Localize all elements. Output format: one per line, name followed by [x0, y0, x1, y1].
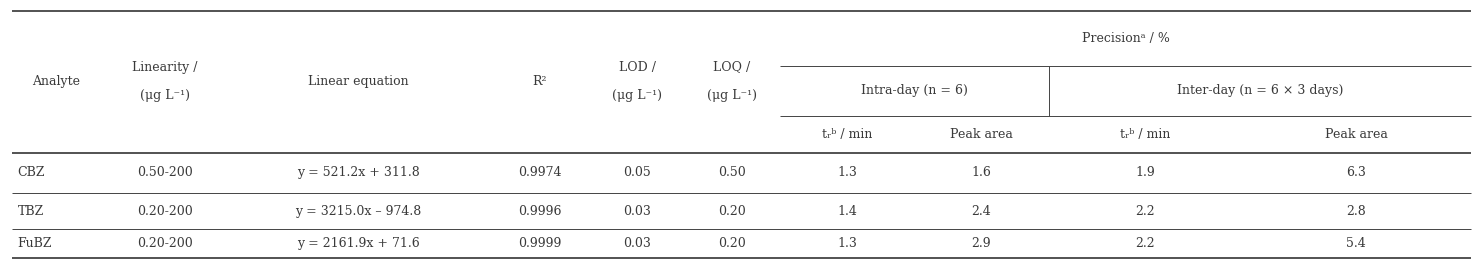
Text: Linearity /: Linearity /	[132, 60, 198, 74]
Text: 0.50: 0.50	[718, 166, 745, 179]
Text: LOQ /: LOQ /	[712, 60, 751, 74]
Text: 1.4: 1.4	[837, 205, 857, 218]
Text: y = 521.2x + 311.8: y = 521.2x + 311.8	[297, 166, 420, 179]
Text: tᵣᵇ / min: tᵣᵇ / min	[822, 128, 872, 141]
Text: (μg L⁻¹): (μg L⁻¹)	[706, 89, 757, 103]
Text: Peak area: Peak area	[950, 128, 1012, 141]
Text: 0.9999: 0.9999	[517, 237, 562, 250]
Text: 1.6: 1.6	[971, 166, 992, 179]
Text: 2.2: 2.2	[1135, 237, 1156, 250]
Text: Linear equation: Linear equation	[307, 75, 409, 88]
Text: Peak area: Peak area	[1324, 128, 1388, 141]
Text: Precisionᵃ / %: Precisionᵃ / %	[1082, 32, 1169, 45]
Text: 0.20-200: 0.20-200	[137, 205, 192, 218]
Text: 1.9: 1.9	[1135, 166, 1156, 179]
Text: 0.03: 0.03	[624, 237, 650, 250]
Text: 0.20: 0.20	[718, 205, 745, 218]
Text: (μg L⁻¹): (μg L⁻¹)	[140, 89, 189, 103]
Text: Inter-day (n = 6 × 3 days): Inter-day (n = 6 × 3 days)	[1176, 84, 1344, 97]
Text: 0.9996: 0.9996	[517, 205, 562, 218]
Text: 0.50-200: 0.50-200	[137, 166, 192, 179]
Text: 0.20-200: 0.20-200	[137, 237, 192, 250]
Text: 0.20: 0.20	[718, 237, 745, 250]
Text: TBZ: TBZ	[18, 205, 44, 218]
Text: 6.3: 6.3	[1346, 166, 1366, 179]
Text: tᵣᵇ / min: tᵣᵇ / min	[1120, 128, 1171, 141]
Text: 0.9974: 0.9974	[517, 166, 562, 179]
Text: y = 2161.9x + 71.6: y = 2161.9x + 71.6	[297, 237, 420, 250]
Text: Analyte: Analyte	[33, 75, 80, 88]
Text: 0.03: 0.03	[624, 205, 650, 218]
Text: 2.8: 2.8	[1346, 205, 1366, 218]
Text: Intra-day (n = 6): Intra-day (n = 6)	[862, 84, 968, 97]
Text: CBZ: CBZ	[18, 166, 46, 179]
Text: (μg L⁻¹): (μg L⁻¹)	[612, 89, 662, 103]
Text: FuBZ: FuBZ	[18, 237, 52, 250]
Text: 5.4: 5.4	[1346, 237, 1366, 250]
Text: 1.3: 1.3	[837, 237, 857, 250]
Text: LOD /: LOD /	[618, 60, 656, 74]
Text: 0.05: 0.05	[624, 166, 650, 179]
Text: 2.9: 2.9	[971, 237, 992, 250]
Text: 1.3: 1.3	[837, 166, 857, 179]
Text: 2.4: 2.4	[971, 205, 992, 218]
Text: R²: R²	[532, 75, 547, 88]
Text: y = 3215.0x – 974.8: y = 3215.0x – 974.8	[296, 205, 421, 218]
Text: 2.2: 2.2	[1135, 205, 1156, 218]
